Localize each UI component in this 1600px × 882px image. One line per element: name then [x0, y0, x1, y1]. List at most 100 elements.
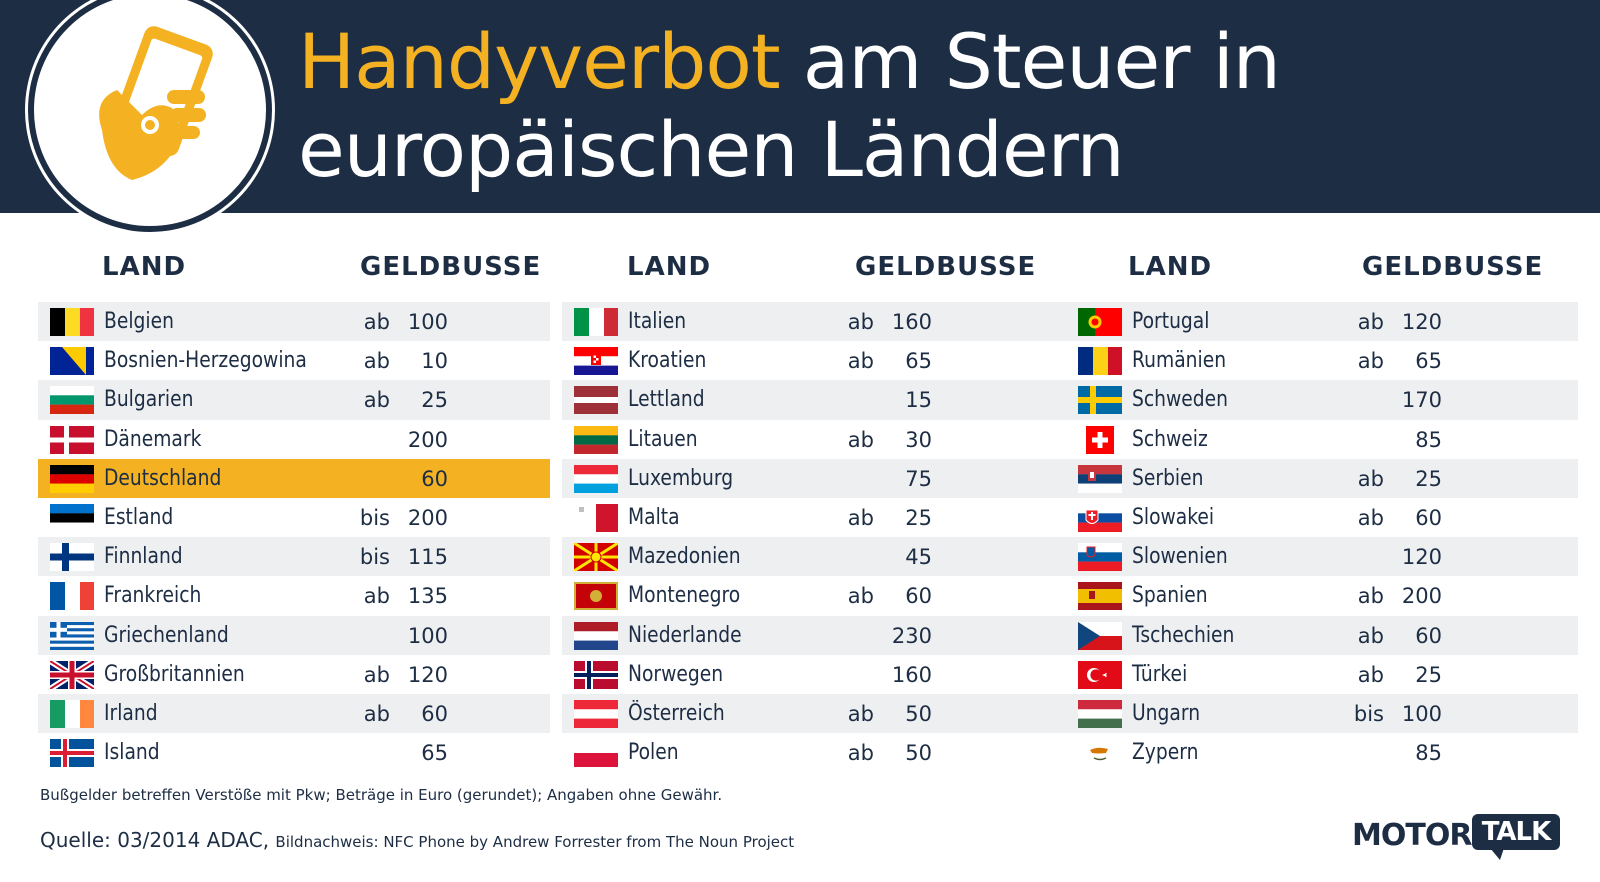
country-name: Litauen — [628, 426, 698, 452]
fine-prefix: ab — [847, 349, 874, 374]
table-row: Niederlande 230 — [562, 615, 1074, 655]
table-row: Kroatien ab 65 — [562, 341, 1074, 380]
table-row: Tschechien ab 60 — [1066, 615, 1578, 655]
country-name: Montenegro — [628, 583, 741, 609]
netherlands-flag-icon — [574, 621, 618, 650]
fine-prefix: ab — [847, 584, 874, 609]
country-name: Estland — [104, 504, 174, 530]
denmark-flag-icon — [50, 425, 94, 454]
table-row: Norwegen 160 — [562, 655, 1074, 694]
country-name: Griechenland — [104, 622, 229, 648]
fine-prefix: ab — [1357, 584, 1384, 609]
fine-amount: 60 — [421, 701, 448, 726]
country-name: Italien — [628, 309, 687, 334]
norway-flag-icon — [574, 660, 618, 689]
country-name: Irland — [104, 700, 158, 726]
table-row: Schweiz 85 — [1066, 420, 1578, 459]
country-name: Spanien — [1132, 583, 1208, 609]
switzerland-flag-icon — [1078, 425, 1122, 454]
country-name: Mazedonien — [628, 544, 741, 570]
estonia-flag-icon — [50, 503, 94, 532]
iceland-flag-icon — [50, 739, 94, 768]
table-row: Island 65 — [38, 733, 550, 772]
table-row: Finnland bis 115 — [38, 537, 550, 577]
table-row: Lettland 15 — [562, 380, 1074, 420]
fine-prefix: ab — [1357, 505, 1384, 530]
table-row: Deutschland 60 — [38, 458, 550, 498]
montenegro-flag-icon — [574, 582, 618, 611]
fine-prefix: ab — [363, 388, 390, 413]
title-accent: Handyverbot — [298, 17, 781, 106]
country-name: Zypern — [1132, 740, 1199, 766]
spain-flag-icon — [1078, 582, 1122, 611]
table-row: Großbritannien ab 120 — [38, 655, 550, 694]
footnote: Bußgelder betreffen Verstöße mit Pkw; Be… — [40, 786, 723, 804]
fine-prefix: ab — [847, 505, 874, 530]
country-name: Rumänien — [1132, 348, 1227, 374]
fine-prefix: ab — [363, 662, 390, 687]
fine-amount: 120 — [1401, 310, 1442, 334]
cyprus-flag-icon — [1078, 739, 1122, 768]
table-row: Italien ab 160 — [562, 302, 1074, 342]
table-row: Türkei ab 25 — [1066, 655, 1578, 694]
croatia-flag-icon — [574, 347, 618, 376]
fines-table-3: Portugal ab 120 Rumänien ab 65 Schweden 170 Schw… — [1066, 302, 1578, 772]
fine-prefix: bis — [359, 545, 390, 570]
country-name: Island — [104, 740, 160, 766]
fine-prefix: ab — [847, 427, 874, 452]
serbia-flag-icon — [1078, 464, 1122, 493]
fine-amount: 200 — [407, 505, 448, 530]
fine-prefix: bis — [1353, 701, 1384, 726]
image-credit: Bildnachweis: NFC Phone by Andrew Forres… — [275, 833, 795, 851]
fine-amount: 75 — [905, 466, 932, 491]
table-row: Malta ab 25 — [562, 498, 1074, 537]
luxembourg-flag-icon — [574, 464, 618, 493]
fine-amount: 25 — [421, 388, 448, 413]
country-name: Luxemburg — [628, 465, 734, 491]
country-name: Deutschland — [104, 465, 222, 491]
country-name: Bosnien-Herzegowina — [104, 348, 307, 374]
fine-amount: 50 — [905, 701, 932, 726]
country-name: Österreich — [628, 700, 725, 726]
austria-flag-icon — [574, 699, 618, 728]
latvia-flag-icon — [574, 386, 618, 415]
fine-prefix: ab — [1357, 310, 1384, 334]
romania-flag-icon — [1078, 347, 1122, 376]
fine-amount: 170 — [1401, 388, 1442, 413]
turkey-flag-icon — [1078, 660, 1122, 689]
table-row: Estland bis 200 — [38, 498, 550, 537]
table-row: Ungarn bis 100 — [1066, 693, 1578, 734]
speech-tail-icon — [1490, 848, 1504, 860]
fine-prefix: ab — [1357, 466, 1384, 491]
fine-amount: 100 — [407, 310, 448, 334]
bosnia-flag-icon — [50, 347, 94, 376]
fine-prefix: bis — [359, 505, 390, 530]
table-row: Litauen ab 30 — [562, 420, 1074, 459]
country-name: Kroatien — [628, 348, 707, 374]
fine-prefix: ab — [847, 741, 874, 766]
belgium-flag-icon — [50, 308, 94, 336]
uk-flag-icon — [50, 660, 94, 689]
source-text: Quelle: 03/2014 ADAC, — [40, 828, 270, 852]
lithuania-flag-icon — [574, 425, 618, 454]
fine-prefix: ab — [363, 701, 390, 726]
macedonia-flag-icon — [574, 543, 618, 572]
italy-flag-icon — [574, 308, 618, 336]
table-row: Griechenland 100 — [38, 615, 550, 655]
fine-amount: 230 — [891, 623, 932, 648]
table-row: Dänemark 200 — [38, 420, 550, 459]
slovenia-flag-icon — [1078, 543, 1122, 572]
country-name: Lettland — [628, 387, 705, 413]
country-name: Malta — [628, 504, 680, 530]
table-row: Slowakei ab 60 — [1066, 498, 1578, 537]
fine-amount: 115 — [407, 545, 448, 570]
header-banner: Handyverbot am Steuer in europäischen Lä… — [0, 0, 1600, 232]
fine-amount: 60 — [1415, 505, 1442, 530]
poland-flag-icon — [574, 739, 618, 768]
table-row: Polen ab 50 — [562, 733, 1074, 772]
fine-prefix: ab — [1357, 662, 1384, 687]
brand-motor: MOTOR — [1352, 818, 1472, 853]
country-name: Großbritannien — [104, 661, 245, 687]
ireland-flag-icon — [50, 699, 94, 728]
brand-talk: TALK — [1472, 814, 1560, 850]
